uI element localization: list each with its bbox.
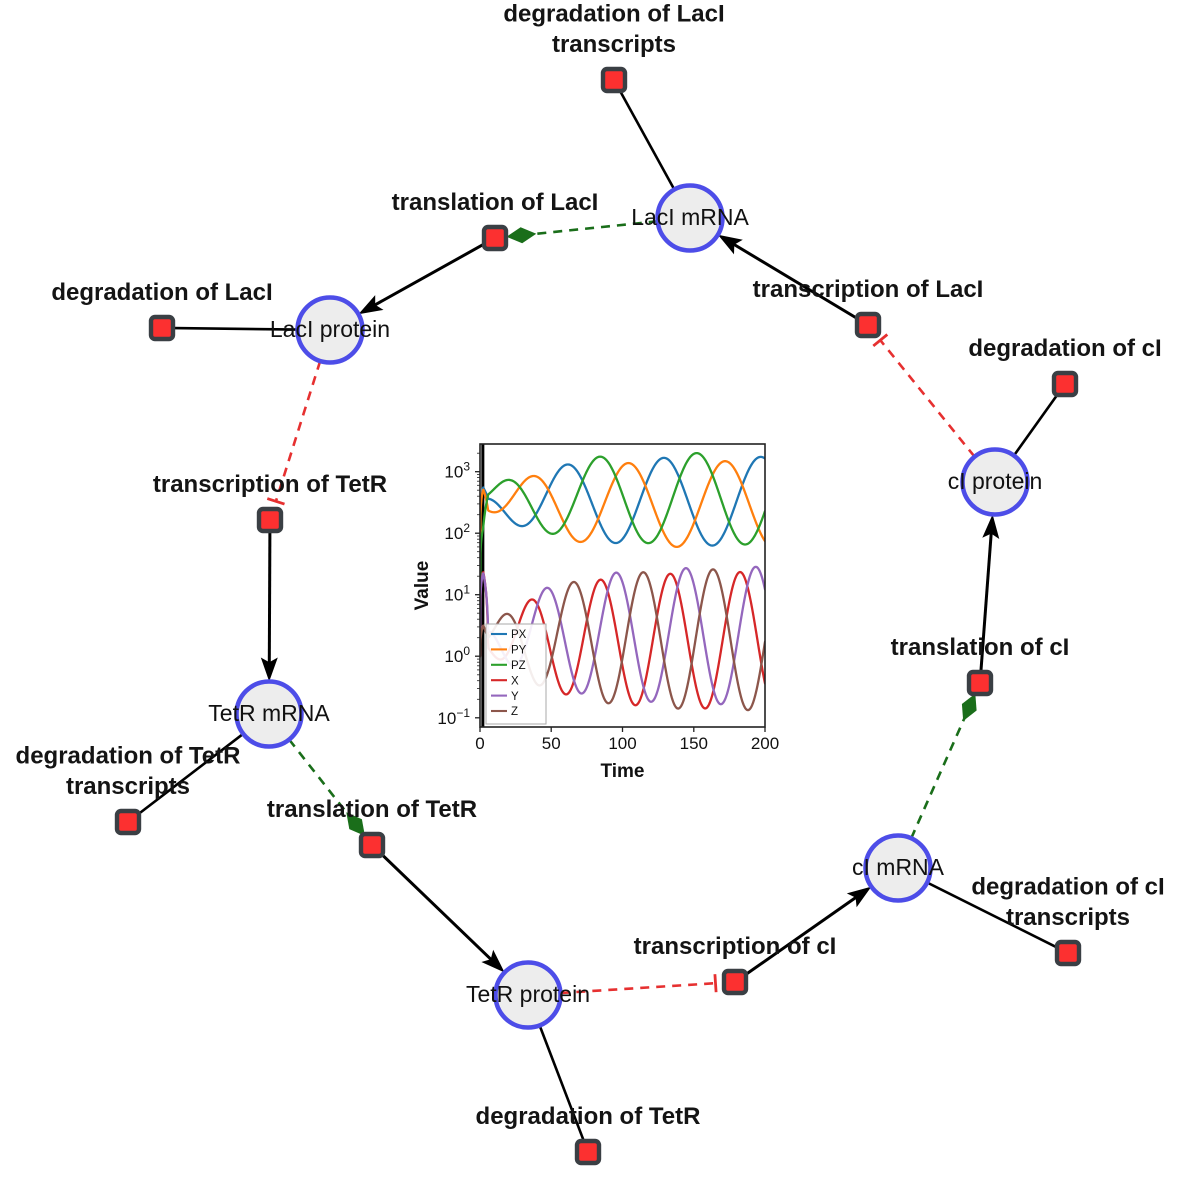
svg-text:100: 100: [444, 644, 470, 666]
svg-text:LacI protein: LacI protein: [270, 316, 390, 342]
svg-text:0: 0: [475, 734, 484, 753]
svg-text:transcription of LacI: transcription of LacI: [753, 276, 984, 303]
svg-text:transcripts: transcripts: [1006, 904, 1130, 931]
svg-text:transcripts: transcripts: [552, 31, 676, 58]
svg-text:transcription of TetR: transcription of TetR: [153, 471, 387, 498]
svg-text:PX: PX: [511, 629, 527, 641]
svg-text:translation of LacI: translation of LacI: [392, 189, 599, 216]
svg-text:102: 102: [444, 521, 470, 543]
svg-text:degradation of TetR: degradation of TetR: [16, 743, 241, 770]
svg-text:TetR protein: TetR protein: [466, 981, 590, 1007]
svg-text:200: 200: [751, 734, 779, 753]
svg-text:103: 103: [444, 460, 470, 482]
svg-text:150: 150: [680, 734, 708, 753]
svg-text:cI protein: cI protein: [948, 468, 1043, 494]
svg-text:101: 101: [444, 583, 470, 605]
svg-text:100: 100: [608, 734, 636, 753]
svg-text:Y: Y: [511, 691, 519, 703]
svg-text:X: X: [511, 675, 519, 687]
svg-text:Time: Time: [600, 761, 644, 782]
svg-text:degradation of cI: degradation of cI: [971, 874, 1164, 901]
svg-text:LacI mRNA: LacI mRNA: [631, 204, 749, 230]
svg-text:Z: Z: [511, 706, 518, 718]
svg-text:degradation of LacI: degradation of LacI: [503, 1, 724, 28]
svg-text:PY: PY: [511, 645, 527, 657]
svg-text:transcripts: transcripts: [66, 773, 190, 800]
svg-text:degradation of cI: degradation of cI: [968, 335, 1161, 362]
svg-text:degradation of TetR: degradation of TetR: [476, 1103, 701, 1130]
svg-text:translation of cI: translation of cI: [891, 634, 1070, 661]
svg-text:50: 50: [542, 734, 561, 753]
svg-text:TetR mRNA: TetR mRNA: [208, 700, 330, 726]
svg-text:cI mRNA: cI mRNA: [852, 854, 945, 880]
svg-text:degradation of LacI: degradation of LacI: [51, 279, 272, 306]
svg-text:PZ: PZ: [511, 660, 526, 672]
svg-text:transcription of cI: transcription of cI: [634, 933, 837, 960]
svg-text:translation of TetR: translation of TetR: [267, 796, 477, 823]
svg-text:10−1: 10−1: [437, 706, 470, 728]
svg-text:Value: Value: [412, 561, 433, 611]
